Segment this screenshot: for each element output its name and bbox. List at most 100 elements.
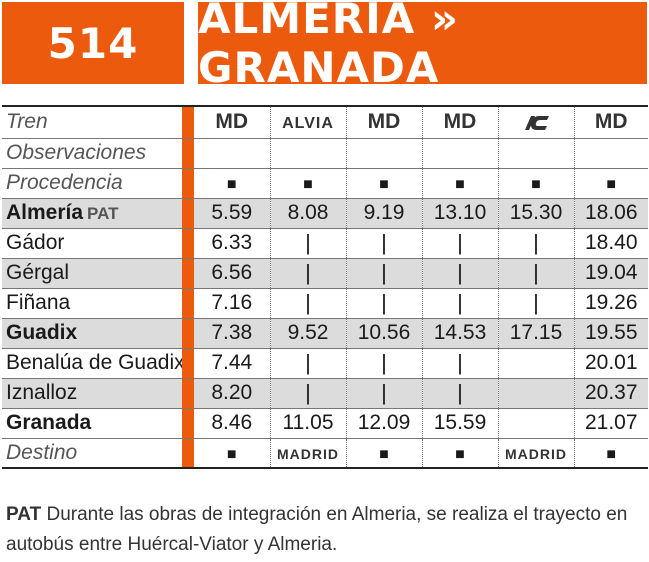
departure-time: 19.55	[584, 321, 638, 344]
accent-bar	[182, 227, 194, 258]
train-type: MD	[421, 105, 498, 138]
accent-bar	[182, 347, 194, 378]
station-name: Iznalloz	[6, 381, 78, 404]
time-cell: 14.53	[421, 317, 498, 348]
row-label-train: Tren	[2, 105, 182, 138]
station-name-cell: Granada	[2, 407, 182, 438]
station-name: Gádor	[6, 231, 65, 254]
time-cell: 7.16	[194, 287, 270, 318]
accent-bar	[182, 287, 194, 318]
time-cell: |	[421, 257, 498, 288]
time-cell: |	[269, 347, 346, 378]
pass-through-mark: |	[457, 380, 463, 405]
time-cell: 7.44	[194, 347, 270, 378]
station-name: Granada	[6, 411, 92, 434]
time-cell: 12.09	[345, 407, 422, 438]
train-type: ALVIA	[269, 105, 346, 138]
pass-through-mark: |	[381, 290, 387, 315]
timetable: Tren MD ALVIA MD MD MD Observaciones Procedenci…	[2, 105, 648, 469]
train-type-label: MD	[215, 110, 249, 134]
origin-cell: ■	[573, 167, 648, 198]
accent-bar	[182, 437, 194, 469]
time-cell: 5.59	[194, 197, 270, 228]
time-cell: 8.20	[194, 377, 270, 408]
origin-value: ■	[226, 176, 237, 193]
time-cell: |	[497, 287, 574, 318]
time-cell: |	[269, 377, 346, 408]
train-type: MD	[194, 105, 270, 138]
time-cell: 7.38	[194, 317, 270, 348]
departure-time: 19.26	[584, 291, 638, 314]
origin-value: ■	[379, 176, 389, 193]
pass-through-mark: |	[305, 290, 311, 315]
accent-bar	[182, 197, 194, 228]
origin-value: ■	[455, 176, 465, 193]
station-row: Benalúa de Guadix 7.44 | | | 20.01	[2, 347, 648, 378]
station-name: Almería	[6, 201, 84, 224]
time-cell: |	[269, 227, 346, 258]
train-type-label: MD	[367, 110, 401, 134]
time-cell: |	[497, 257, 574, 288]
departure-time: 19.04	[584, 261, 638, 284]
observation-cell	[269, 137, 346, 168]
time-cell: |	[269, 287, 346, 318]
time-cell	[497, 377, 574, 408]
departure-time: 20.01	[584, 351, 638, 374]
time-cell: 9.19	[345, 197, 422, 228]
observation-cell	[497, 137, 574, 168]
time-cell: 17.15	[497, 317, 574, 348]
departure-time: 5.59	[211, 201, 253, 224]
observation-cell	[194, 137, 270, 168]
footnote: PAT Durante las obras de integración en …	[6, 500, 644, 560]
destination-value: ■	[379, 445, 389, 463]
line-number: 514	[47, 18, 139, 68]
origin-cell: ■	[421, 167, 498, 198]
train-type-label: MD	[594, 110, 628, 134]
time-cell: 21.07	[573, 407, 648, 438]
origin-cell: ■	[345, 167, 422, 198]
time-cell: |	[345, 347, 422, 378]
pass-through-mark: |	[305, 380, 311, 405]
time-cell: |	[497, 227, 574, 258]
departure-time: 8.08	[287, 201, 329, 224]
accent-bar	[182, 317, 194, 348]
origin-value: ■	[303, 176, 313, 193]
pass-through-mark: |	[305, 350, 311, 375]
pass-through-mark: |	[533, 260, 539, 285]
time-cell: 15.30	[497, 197, 574, 228]
time-cell: 19.04	[573, 257, 648, 288]
footnote-tag: PAT	[6, 504, 42, 525]
station-row: Guadix 7.38 9.52 10.56 14.53 17.15 19.55	[2, 317, 648, 348]
time-cell: |	[345, 287, 422, 318]
departure-time: 6.33	[211, 231, 253, 254]
departure-time: 12.09	[357, 411, 411, 434]
origin-cell: ■	[497, 167, 574, 198]
time-cell: 8.08	[269, 197, 346, 228]
ic-logo-icon	[525, 115, 549, 130]
departure-time: 7.44	[211, 351, 253, 374]
footnote-text: Durante las obras de integración en Alme…	[6, 504, 628, 555]
station-row: Iznalloz 8.20 | | | 20.37	[2, 377, 648, 408]
accent-bar	[182, 105, 194, 138]
station-name-cell: Almería PAT	[2, 197, 182, 228]
origin-row: Procedencia ■ ■ ■ ■ ■ ■	[2, 167, 648, 198]
departure-time: 9.52	[287, 321, 329, 344]
origin-cell: ■	[269, 167, 346, 198]
destination-value: MADRID	[277, 445, 339, 462]
time-cell: 20.37	[573, 377, 648, 408]
pass-through-mark: |	[457, 260, 463, 285]
pass-through-mark: |	[305, 230, 311, 255]
observation-cell	[345, 137, 422, 168]
time-cell: 6.56	[194, 257, 270, 288]
time-cell: |	[421, 287, 498, 318]
destination-cell: ■	[573, 437, 648, 469]
observation-cell	[421, 137, 498, 168]
time-cell: |	[345, 227, 422, 258]
observations-row: Observaciones	[2, 137, 648, 168]
departure-time: 7.38	[211, 321, 253, 344]
station-name-cell: Gérgal	[2, 257, 182, 288]
train-type-row: Tren MD ALVIA MD MD MD	[2, 105, 648, 138]
row-label-observations: Observaciones	[2, 137, 182, 168]
time-cell	[497, 347, 574, 378]
station-row: Gádor 6.33 | | | | 18.40	[2, 227, 648, 258]
